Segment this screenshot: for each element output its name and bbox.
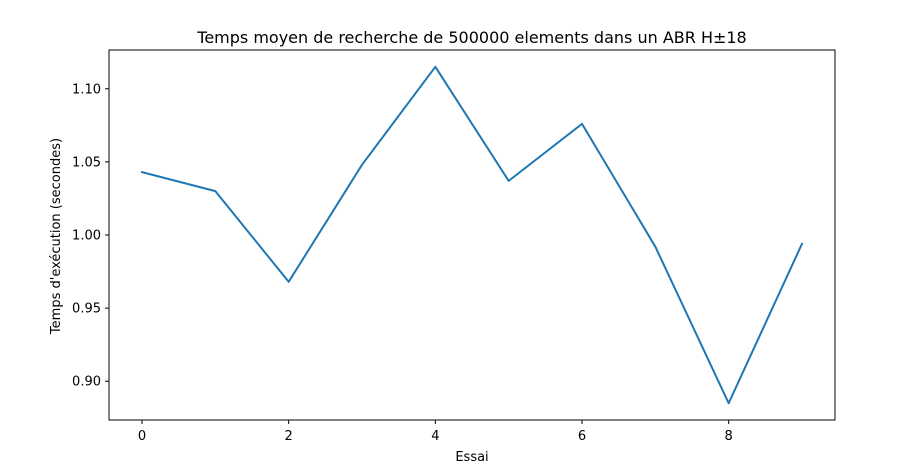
x-tick-label: 0 xyxy=(138,429,146,444)
series-group xyxy=(140,65,804,405)
plot-area: 0.90 0.95 1.00 1.05 1.10 0 2 4 6 8 xyxy=(72,49,836,444)
y-tick-label: 0.90 xyxy=(72,375,101,390)
x-tick-label: 4 xyxy=(431,429,439,444)
y-tick-label: 0.95 xyxy=(72,302,101,317)
x-tick-label: 2 xyxy=(285,429,293,444)
y-tick-label: 1.05 xyxy=(72,155,101,170)
x-axis-label: Essai xyxy=(455,450,488,465)
x-axis: 0 2 4 6 8 xyxy=(138,420,733,444)
y-axis: 0.90 0.95 1.00 1.05 1.10 xyxy=(72,82,109,390)
x-tick-label: 6 xyxy=(578,429,586,444)
series-line xyxy=(140,65,804,405)
y-tick-label: 1.00 xyxy=(72,229,101,244)
y-axis-label: Temps d'exécution (secondes) xyxy=(49,138,64,335)
plot-frame xyxy=(108,49,836,421)
y-tick-label: 1.10 xyxy=(72,82,101,97)
x-tick-label: 8 xyxy=(725,429,733,444)
chart-title: Temps moyen de recherche de 500000 eleme… xyxy=(196,28,746,47)
